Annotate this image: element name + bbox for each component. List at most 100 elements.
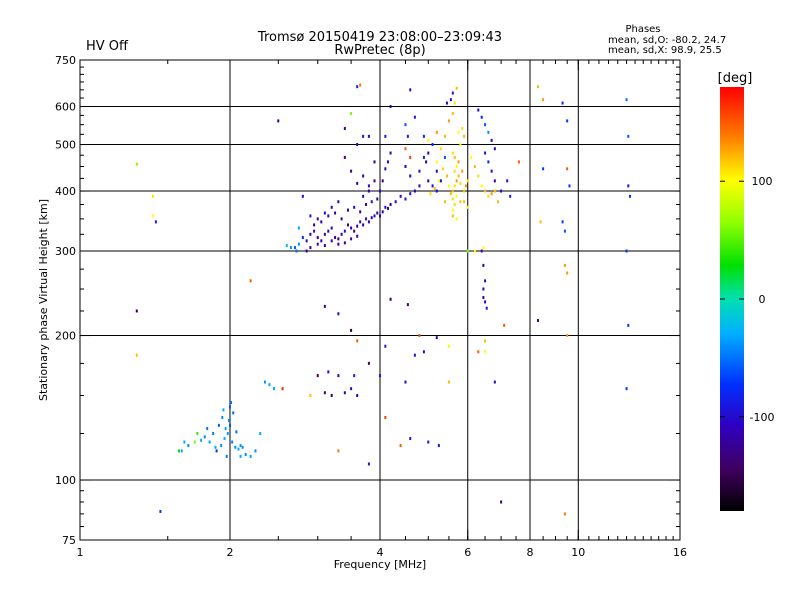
data-point [464,184,467,188]
data-point [350,169,353,173]
data-point [356,224,359,228]
data-point [259,432,262,436]
data-point [463,134,466,138]
data-point [563,229,566,233]
data-point [301,236,304,240]
data-point [470,155,473,159]
data-point [500,500,503,504]
data-point [320,239,323,243]
data-point [359,83,362,87]
data-point [350,226,353,230]
data-point [249,279,252,283]
data-point [409,437,412,441]
data-point [350,112,353,116]
data-point [487,194,490,198]
data-point [367,462,370,466]
data-point [445,174,448,178]
phases-heading: Phases [625,24,660,35]
data-point [443,200,446,204]
data-point [449,192,452,196]
data-point [480,249,483,253]
data-point [457,174,460,178]
data-point [323,244,326,248]
data-point [441,167,444,171]
data-point [490,192,493,196]
data-point [268,383,271,387]
data-point [493,380,496,384]
data-point [323,232,326,236]
data-point [455,86,458,90]
data-point [376,197,379,201]
data-point [625,98,628,102]
data-point [484,123,487,127]
data-point [295,249,298,253]
chart-axes: 1 2 4 6 8 10 16 75 100 200 300 400 500 600 750 [55,54,687,559]
data-point [327,214,330,218]
data-point [135,309,138,313]
data-point [212,432,215,436]
data-point [459,200,462,204]
data-point [389,105,392,109]
y-tick-label: 75 [62,534,76,547]
data-point [386,206,389,210]
data-point [447,119,450,123]
data-point [135,353,138,357]
data-point [563,263,566,267]
data-point [208,440,211,444]
data-point [356,394,359,398]
colorbar-tick-label: 100 [752,175,773,188]
data-point [272,387,275,391]
data-point [500,189,503,193]
data-point [244,453,247,457]
data-point [447,184,450,188]
data-point [435,160,438,164]
data-point [337,312,340,316]
data-point [293,246,296,250]
data-point [187,444,190,448]
data-point [330,205,333,209]
data-point [334,236,337,240]
data-point [327,229,330,233]
data-point [409,192,412,196]
data-point [451,112,454,116]
x-tick-label: 6 [464,546,471,559]
data-point [365,202,368,206]
data-point [214,445,217,449]
data-point [330,239,333,243]
data-point [226,432,229,436]
data-point [480,184,483,188]
data-point [340,217,343,221]
data-point [435,169,438,173]
data-point [418,334,421,338]
data-point [356,234,359,238]
data-point [406,134,409,138]
chart-grid [80,60,680,540]
data-point [427,179,430,183]
data-point [484,189,487,193]
data-point [337,237,340,241]
data-point [365,217,368,221]
data-point [463,200,466,204]
x-tick-label: 16 [673,546,687,559]
data-point [281,387,284,391]
data-point [346,208,349,212]
data-point [323,211,326,215]
data-point [309,232,312,236]
phase-mean-x: mean, sd,X: 98.9, 25.5 [608,45,722,56]
data-point [435,189,438,193]
data-point [384,205,387,209]
data-point [480,115,483,119]
data-point [422,350,425,354]
data-point [222,408,225,412]
data-point [451,214,454,218]
data-point [422,155,425,159]
data-point [451,151,454,155]
data-point [373,179,376,183]
data-point [482,287,485,291]
data-point [433,186,436,190]
data-point [367,184,370,188]
data-point [235,430,238,434]
data-point [542,167,545,171]
data-point [327,370,330,374]
data-point [373,214,376,218]
